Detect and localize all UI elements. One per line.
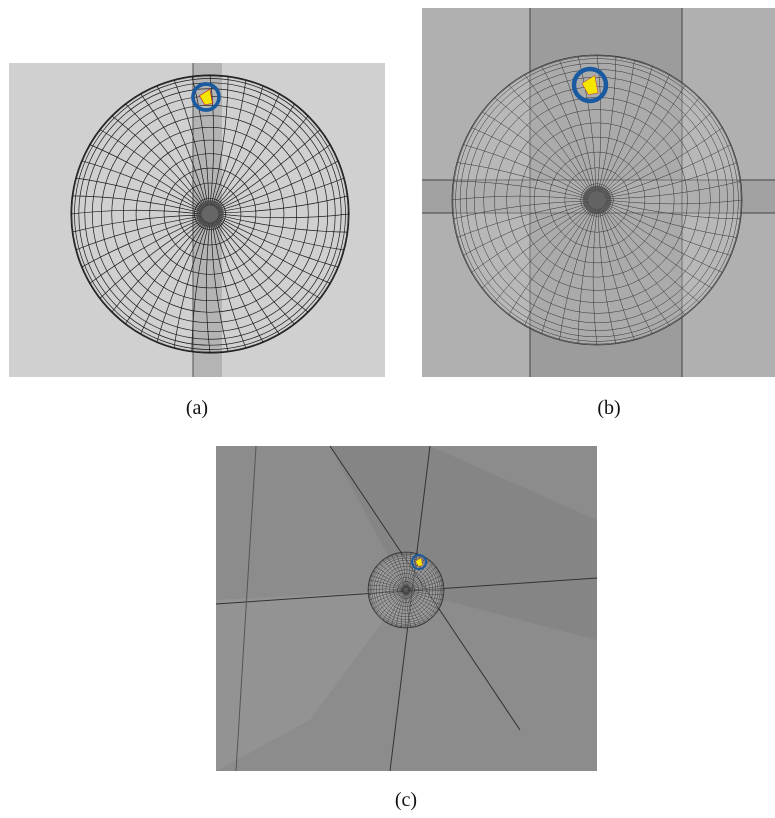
wireframe-sphere <box>452 55 742 345</box>
sphere-pole <box>583 186 612 215</box>
panel-b: (b) <box>422 8 775 419</box>
sphere-pole <box>402 586 410 594</box>
panel-c: (c) <box>216 446 597 811</box>
wireframe-sphere <box>368 552 444 628</box>
panel-label: (c) <box>395 789 417 811</box>
panel-label: (b) <box>597 397 620 419</box>
panel-label: (a) <box>186 397 208 419</box>
sphere-pole <box>196 200 224 228</box>
figure: (a) (b) (c) <box>0 0 775 818</box>
panel-a: (a) <box>9 63 385 419</box>
